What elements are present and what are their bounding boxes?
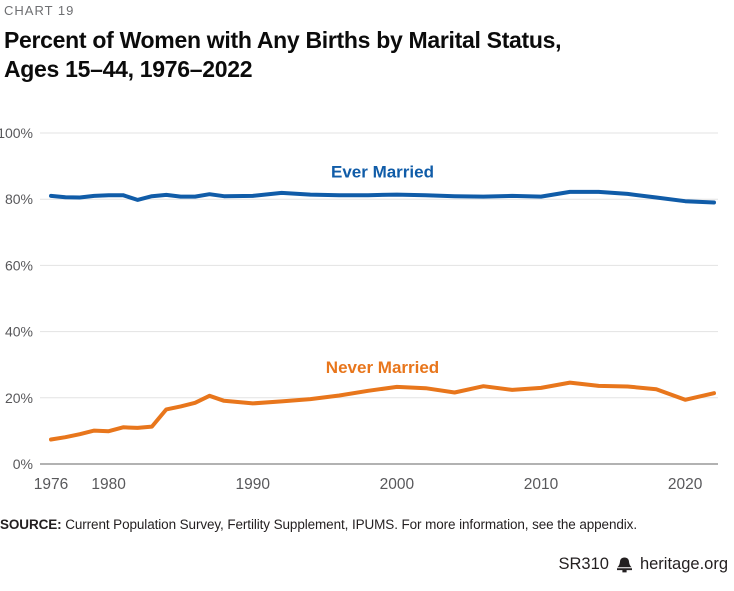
site-text: heritage.org xyxy=(639,555,728,573)
y-tick-label: 20% xyxy=(5,390,33,406)
x-tick-label: 2010 xyxy=(524,476,559,493)
x-tick-label: 1980 xyxy=(91,476,126,493)
series-label-ever-married: Ever Married xyxy=(331,163,434,182)
source-label: SOURCE: xyxy=(0,517,62,532)
source-note: SOURCE: Current Population Survey, Ferti… xyxy=(0,517,734,532)
liberty-bell-icon xyxy=(616,557,633,573)
chart-area: 0% 20% 40% 60% 80% 100% 1976 1980 1990 2000 2010 20… xyxy=(0,108,734,500)
x-tick-label: 1990 xyxy=(236,476,271,493)
x-tick-label: 2020 xyxy=(668,476,703,493)
y-tick-label: 80% xyxy=(5,191,33,207)
y-tick-label: 0% xyxy=(13,456,33,472)
y-tick-label: 100% xyxy=(0,125,33,141)
chart-kicker: CHART 19 xyxy=(4,3,75,18)
report-id: SR310 xyxy=(558,555,609,573)
footer: SR310 heritage.org xyxy=(558,555,728,574)
title-line-1: Percent of Women with Any Births by Mari… xyxy=(4,27,562,53)
x-tick-label: 2000 xyxy=(380,476,415,493)
page-title: Percent of Women with Any Births by Mari… xyxy=(4,26,562,84)
series-label-never-married: Never Married xyxy=(326,358,439,377)
x-tick-label: 1976 xyxy=(34,476,68,493)
line-chart: 0% 20% 40% 60% 80% 100% 1976 1980 1990 2000 2010 20… xyxy=(0,125,718,493)
series-line-ever-married xyxy=(49,189,716,205)
series-line-never-married xyxy=(49,380,716,442)
y-tick-label: 60% xyxy=(5,257,33,273)
y-tick-label: 40% xyxy=(5,324,33,340)
title-line-2: Ages 15–44, 1976–2022 xyxy=(4,56,253,82)
source-text: Current Population Survey, Fertility Sup… xyxy=(61,517,637,532)
